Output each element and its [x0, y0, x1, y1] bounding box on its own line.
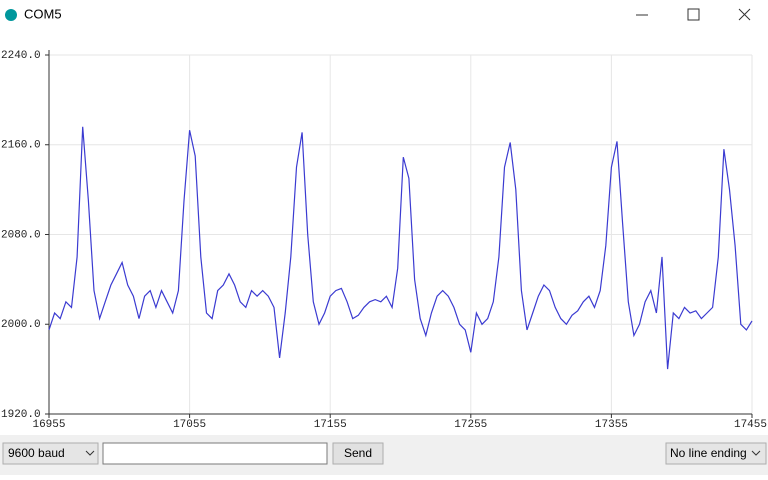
maximize-button[interactable] [687, 8, 700, 21]
data-line [48, 126, 753, 370]
x-tick-label: 17155 [314, 419, 347, 431]
x-tick-label: 17055 [173, 419, 206, 431]
x-tick-label: 16955 [32, 419, 65, 431]
y-tick-label: 2080.0 [1, 229, 41, 241]
app-icon [5, 9, 17, 21]
baud-select[interactable] [2, 442, 99, 465]
line-ending-select[interactable] [665, 442, 767, 465]
dropdown-arrow [751, 450, 761, 456]
baud-label: 9600 baud [8, 446, 65, 460]
line-ending-label: No line ending [670, 446, 747, 460]
message-input[interactable] [102, 442, 328, 465]
close-button[interactable] [738, 8, 751, 21]
y-tick-label: 2160.0 [1, 140, 41, 152]
x-tick-label: 17355 [595, 419, 628, 431]
y-tick-label: 2000.0 [1, 319, 41, 331]
window-title: COM5 [24, 6, 62, 21]
x-tick-label: 17455 [734, 419, 767, 431]
x-tick-label: 17255 [454, 419, 487, 431]
send-label: Send [344, 446, 372, 460]
y-tick-label: 2240.0 [1, 50, 41, 62]
plot-area: 1920.0 2000.0 2080.0 2160.0 2240.0 16955 17055… [1, 50, 767, 431]
send-button[interactable] [332, 442, 384, 465]
y-tick-label: 1920.0 [1, 409, 41, 421]
dropdown-arrow [85, 450, 95, 456]
